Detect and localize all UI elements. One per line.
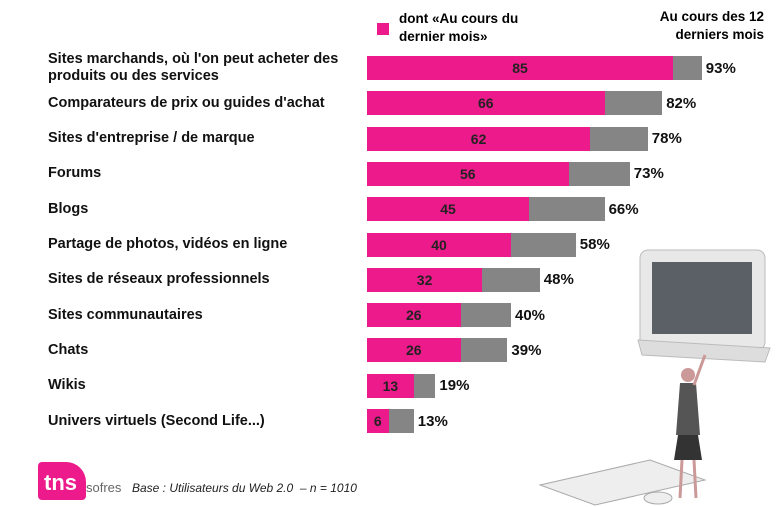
bar-last-month	[367, 409, 389, 433]
value-label: 39%	[511, 341, 542, 359]
value-label: 58%	[579, 236, 610, 253]
bar-last-month	[367, 338, 461, 363]
value-label: 93%	[705, 59, 736, 77]
value-label: 6	[373, 413, 382, 429]
bar-last-month	[367, 126, 591, 151]
bar-last-month	[367, 232, 511, 257]
value-label: 13%	[417, 412, 448, 430]
bar-last-month	[367, 373, 414, 398]
value-label: 26	[406, 307, 422, 324]
value-label: 78%	[651, 130, 682, 148]
category-label: Comparateurs de prix ou guides d'achat	[48, 94, 325, 111]
category-label: Sites de réseaux professionnels	[48, 271, 270, 288]
illustration	[538, 249, 771, 506]
category-label: Sites d'entreprise / de marque	[48, 130, 255, 147]
category-label: Univers virtuels (Second Life...)	[48, 412, 265, 429]
category-label: Partage de photos, vidéos en ligne	[48, 236, 288, 252]
value-label: 66%	[608, 200, 639, 218]
value-label: 48%	[543, 271, 574, 289]
bar-last-month	[367, 303, 461, 328]
value-label: 85	[512, 60, 528, 76]
value-label: 62	[470, 130, 487, 147]
legend-label: Au cours des 12 derniers mois	[659, 9, 764, 42]
bar-last-month	[367, 267, 483, 292]
value-label: 32	[416, 271, 433, 288]
bar-last-month	[367, 56, 673, 80]
value-label: 73%	[633, 165, 664, 183]
category-label: Sites marchands, où l'on peut acheter de…	[48, 51, 339, 84]
value-label: 13	[382, 377, 399, 394]
bar-last-month	[367, 91, 605, 116]
footnote: Base : Utilisateurs du Web 2.0 – n = 101…	[132, 481, 357, 495]
bar-last-month	[367, 161, 569, 186]
logo-subtext: sofres	[86, 480, 122, 495]
legend-swatch	[377, 23, 389, 35]
category-label: Sites communautaires	[48, 306, 203, 323]
value-label: 45	[440, 201, 456, 218]
value-label: 56	[460, 165, 476, 182]
value-label: 82%	[666, 94, 697, 112]
value-label: 40%	[515, 306, 546, 324]
value-label: 26	[406, 342, 422, 359]
legend-label: dont «Au cours du dernier mois»	[399, 11, 519, 44]
logo	[38, 462, 86, 500]
category-label: Wikis	[48, 377, 86, 394]
logo-text: tns	[44, 470, 77, 495]
value-label: 66	[478, 95, 494, 112]
category-label: Chats	[48, 341, 89, 358]
category-label: Forums	[48, 165, 102, 182]
value-label: 19%	[439, 377, 470, 395]
bar-last-month	[367, 197, 529, 222]
value-label: 40	[431, 236, 447, 253]
category-label: Blogs	[48, 200, 89, 217]
